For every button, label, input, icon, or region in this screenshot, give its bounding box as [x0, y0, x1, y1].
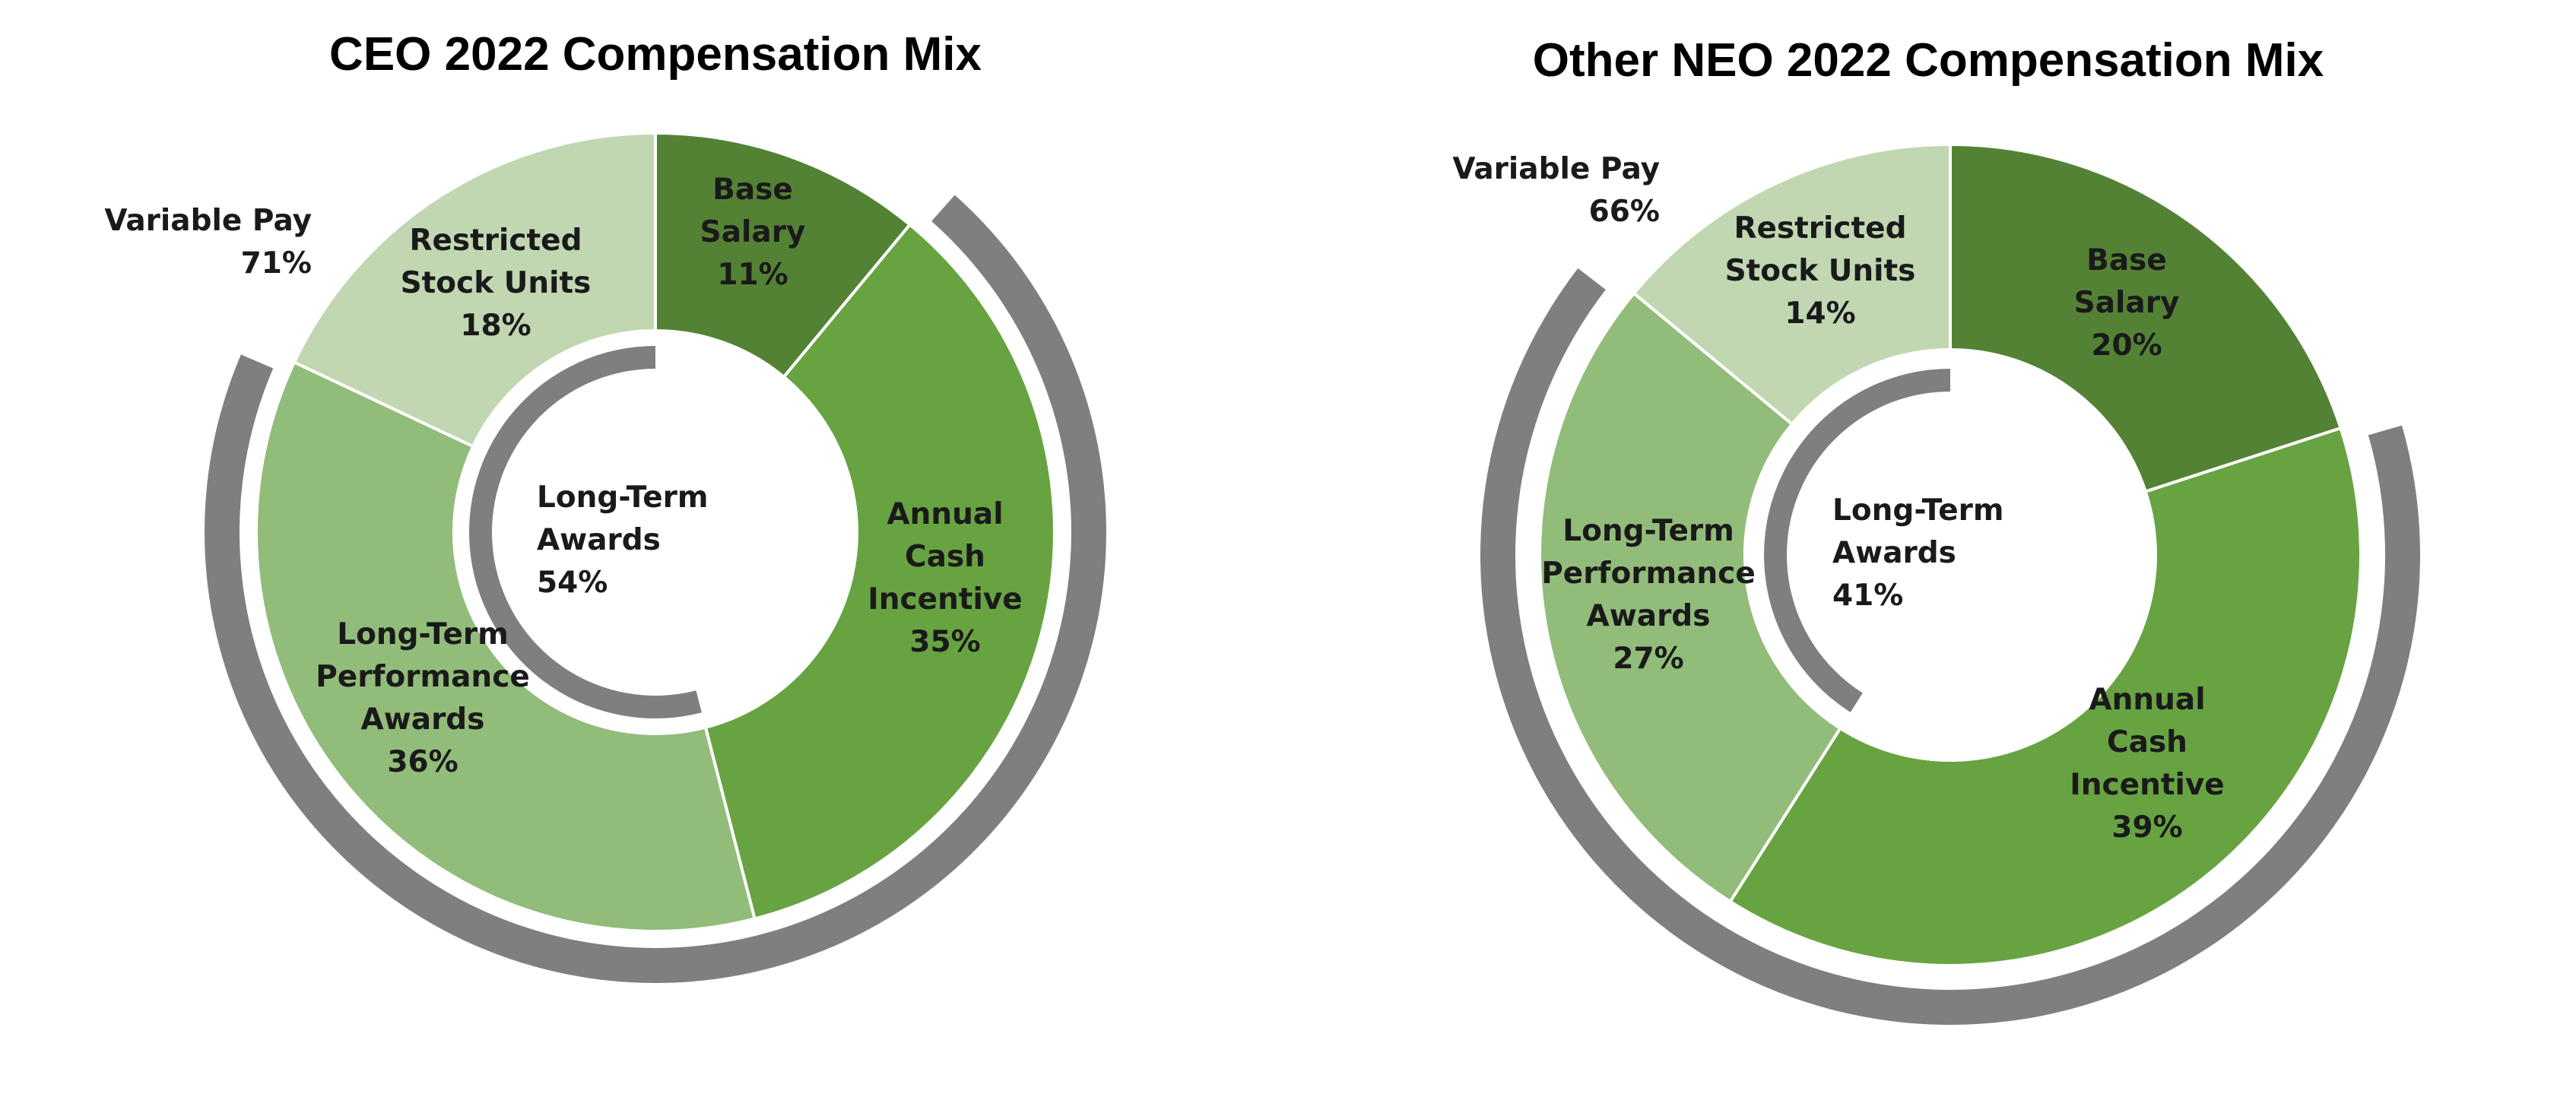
ceo-label-annual-cash-incentive: Annual Cash Incentive 35%	[868, 497, 1023, 659]
other-neo-long-term-awards-arc	[1763, 369, 1950, 712]
other-neo-long-term-awards-label: Long-Term Awards 41%	[1832, 493, 2004, 613]
ceo-slice-annual-cash-incentive	[703, 222, 1056, 921]
ceo-label-restricted-stock-units: Restricted Stock Units 18%	[401, 224, 592, 343]
other-neo-chart-title: Other NEO 2022 Compensation Mix	[1533, 34, 2324, 87]
other-neo-slice-base-salary	[1949, 142, 2343, 494]
ceo-chart-title: CEO 2022 Compensation Mix	[329, 28, 982, 81]
other-neo-compensation-chart: Other NEO 2022 Compensation Mix Base Sala…	[1452, 34, 2420, 1025]
other-neo-slice-restricted-stock-units	[1632, 142, 1952, 427]
other-neo-slice-annual-cash-incentive	[1727, 426, 2362, 968]
other-neo-label-restricted-stock-units: Restricted Stock Units 14%	[1725, 211, 1916, 331]
ceo-slice-base-salary	[654, 131, 912, 379]
ceo-slice-long-term-performance-awards	[255, 360, 757, 934]
other-neo-variable-pay-label: Variable Pay 66%	[1452, 152, 1660, 229]
other-neo-label-long-term-performance-awards: Long-Term Performance Awards 27%	[1541, 514, 1756, 676]
ceo-slice-restricted-stock-units	[292, 131, 657, 449]
ceo-long-term-awards-label: Long-Term Awards 54%	[537, 480, 709, 600]
ceo-compensation-chart: CEO 2022 Compensation Mix Base Salary 11% A…	[104, 28, 1106, 984]
ceo-label-base-salary: Base Salary 11%	[700, 173, 806, 292]
other-neo-label-annual-cash-incentive: Annual Cash Incentive 39%	[2070, 683, 2225, 845]
ceo-variable-pay-label: Variable Pay 71%	[104, 204, 312, 281]
other-neo-label-base-salary: Base Salary 20%	[2074, 243, 2180, 363]
ceo-variable-pay-arc	[205, 195, 1106, 984]
other-neo-slice-long-term-performance-awards	[1538, 290, 1843, 904]
ceo-label-long-term-performance-awards: Long-Term Performance Awards 36%	[316, 617, 530, 779]
